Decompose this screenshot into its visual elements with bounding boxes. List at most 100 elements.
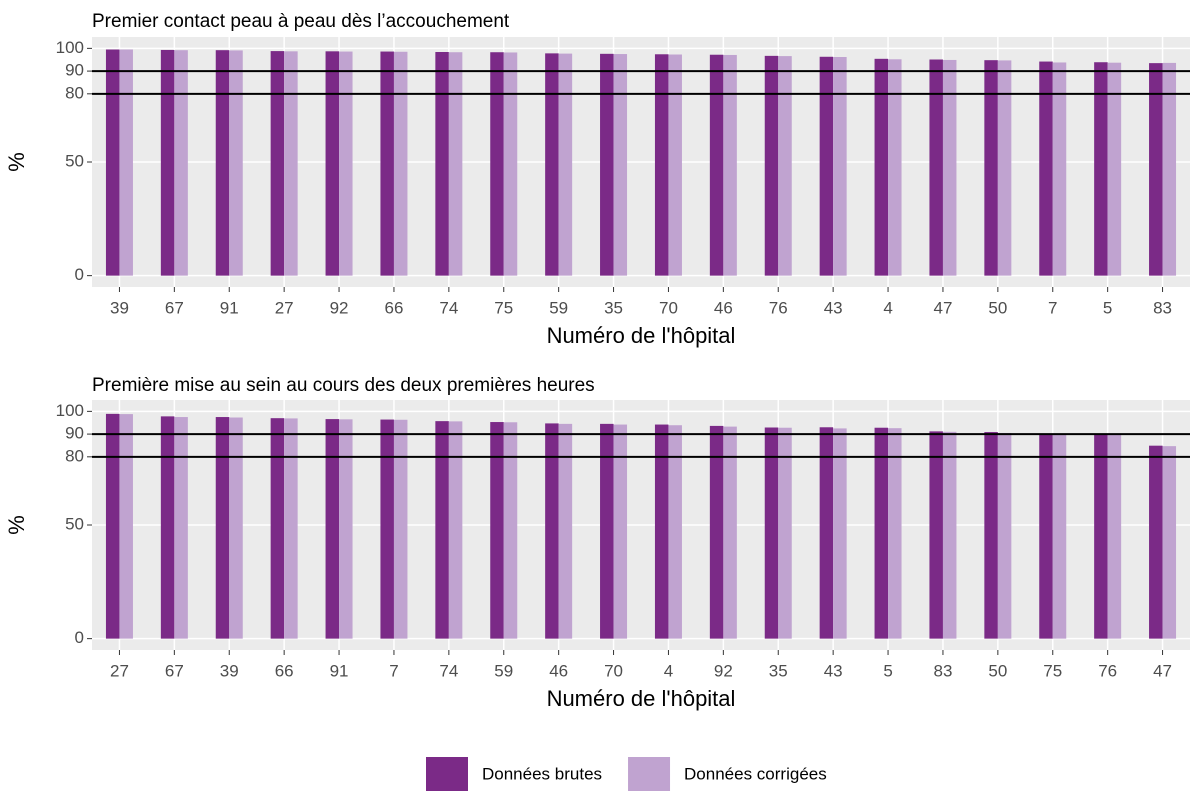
bar	[984, 432, 998, 639]
x-tick-label: 47	[1153, 661, 1172, 680]
x-tick-label: 83	[1153, 298, 1172, 317]
x-tick-label: 43	[824, 661, 843, 680]
bar	[174, 417, 188, 639]
x-tick-label: 75	[1043, 661, 1062, 680]
bar	[380, 419, 394, 639]
y-axis-title: %	[4, 515, 29, 535]
bar	[723, 54, 737, 276]
bar	[325, 51, 340, 276]
bar	[942, 431, 957, 639]
x-tick-label: 47	[933, 298, 952, 317]
bar	[654, 54, 669, 276]
chart-title: Premier contact peau à peau dès l’accouc…	[92, 11, 510, 32]
x-tick-label: 35	[769, 661, 788, 680]
bar	[654, 424, 669, 639]
bar	[435, 52, 449, 276]
chart-title: Première mise au sein au cours des deux …	[92, 375, 595, 396]
bar	[833, 57, 847, 276]
x-tick-label: 35	[604, 298, 623, 317]
bar	[1162, 446, 1177, 639]
bar	[833, 428, 847, 639]
bar	[874, 58, 889, 276]
x-tick-label: 74	[439, 661, 458, 680]
bar	[105, 413, 120, 639]
bar	[229, 50, 243, 276]
bar	[929, 431, 943, 639]
bar	[613, 424, 628, 639]
bar	[764, 55, 779, 276]
x-tick-label: 76	[769, 298, 788, 317]
bar	[503, 422, 518, 639]
bar	[764, 427, 779, 639]
x-tick-label: 46	[714, 298, 733, 317]
bar	[1107, 434, 1122, 639]
bar	[874, 427, 889, 639]
bar	[709, 425, 724, 639]
bar	[160, 416, 175, 639]
bar	[1149, 445, 1163, 639]
bar	[600, 423, 614, 639]
x-tick-label: 70	[659, 298, 678, 317]
bar	[503, 52, 518, 276]
bar	[613, 54, 628, 276]
bar	[1039, 61, 1053, 276]
bar	[490, 52, 504, 276]
bar	[215, 50, 230, 276]
bar	[819, 427, 834, 639]
x-tick-label: 27	[110, 661, 129, 680]
bar	[709, 54, 724, 276]
bar	[600, 53, 614, 276]
bar	[723, 426, 737, 639]
y-tick-label: 100	[56, 401, 84, 420]
bar	[119, 414, 133, 639]
x-tick-label: 4	[664, 661, 673, 680]
legend-swatch	[628, 757, 671, 791]
y-tick-label: 80	[65, 83, 84, 102]
bar	[1094, 433, 1108, 639]
x-tick-label: 7	[1048, 298, 1057, 317]
x-tick-label: 5	[1103, 298, 1112, 317]
bar	[778, 427, 792, 639]
x-tick-label: 59	[494, 661, 513, 680]
bar	[105, 49, 120, 276]
bar	[1162, 62, 1177, 276]
bar	[997, 60, 1012, 276]
x-tick-label: 46	[549, 661, 568, 680]
bar	[1039, 434, 1053, 639]
x-tick-label: 50	[988, 298, 1007, 317]
x-tick-label: 7	[389, 661, 398, 680]
y-tick-label: 50	[65, 514, 84, 533]
bar	[435, 421, 449, 639]
bar	[284, 418, 298, 639]
bar	[558, 53, 573, 276]
x-tick-label: 4	[883, 298, 892, 317]
bar	[778, 56, 792, 276]
y-tick-label: 80	[65, 446, 84, 465]
bar	[668, 54, 682, 276]
bar	[929, 59, 943, 276]
y-tick-label: 0	[75, 265, 84, 284]
bar	[284, 51, 298, 276]
bar	[119, 49, 133, 276]
bar	[984, 60, 998, 276]
bar	[174, 50, 188, 276]
bar	[490, 422, 504, 639]
x-tick-label: 39	[110, 298, 129, 317]
y-tick-label: 0	[75, 628, 84, 647]
bar	[270, 51, 285, 276]
x-tick-label: 67	[165, 298, 184, 317]
x-tick-label: 27	[275, 298, 294, 317]
bar	[1052, 434, 1067, 639]
x-tick-label: 76	[1098, 661, 1117, 680]
bar	[380, 51, 394, 276]
bar	[1094, 62, 1108, 276]
x-tick-label: 70	[604, 661, 623, 680]
bar	[448, 52, 463, 276]
bar	[448, 421, 463, 639]
x-axis-title: Numéro de l'hôpital	[547, 323, 736, 348]
x-tick-label: 92	[714, 661, 733, 680]
bar	[819, 56, 834, 276]
bar	[1107, 62, 1122, 276]
bar	[339, 51, 353, 276]
